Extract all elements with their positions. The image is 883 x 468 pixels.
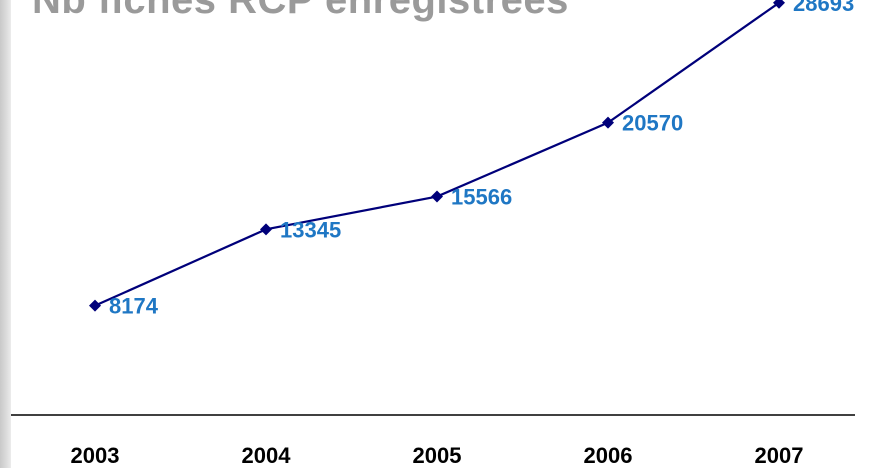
data-label: 8174 bbox=[109, 294, 159, 319]
x-tick-label: 2007 bbox=[755, 443, 804, 468]
data-label: 15566 bbox=[451, 185, 512, 210]
data-point-marker bbox=[602, 116, 614, 129]
x-tick-label: 2004 bbox=[242, 443, 292, 468]
marker-group bbox=[89, 0, 785, 312]
x-tick-label: 2003 bbox=[71, 443, 120, 468]
data-point-marker bbox=[431, 190, 443, 203]
x-tick-group: 2003 2004 2005 2006 2007 bbox=[71, 443, 804, 468]
data-label-group: 8174 13345 15566 20570 28693 bbox=[109, 0, 854, 319]
series-line bbox=[94, 1, 780, 307]
data-label: 28693 bbox=[793, 0, 854, 16]
data-point-marker bbox=[89, 299, 101, 312]
data-point-marker bbox=[773, 0, 785, 9]
x-tick-label: 2006 bbox=[584, 443, 633, 468]
chart-title: Nb fiches RCP enregistrées bbox=[32, 0, 569, 22]
data-label: 20570 bbox=[622, 111, 683, 136]
data-label: 13345 bbox=[280, 217, 341, 242]
x-tick-label: 2005 bbox=[413, 443, 462, 468]
series-line-group bbox=[94, 1, 780, 307]
left-decorative-strip bbox=[0, 0, 11, 468]
data-point-marker bbox=[260, 223, 272, 236]
